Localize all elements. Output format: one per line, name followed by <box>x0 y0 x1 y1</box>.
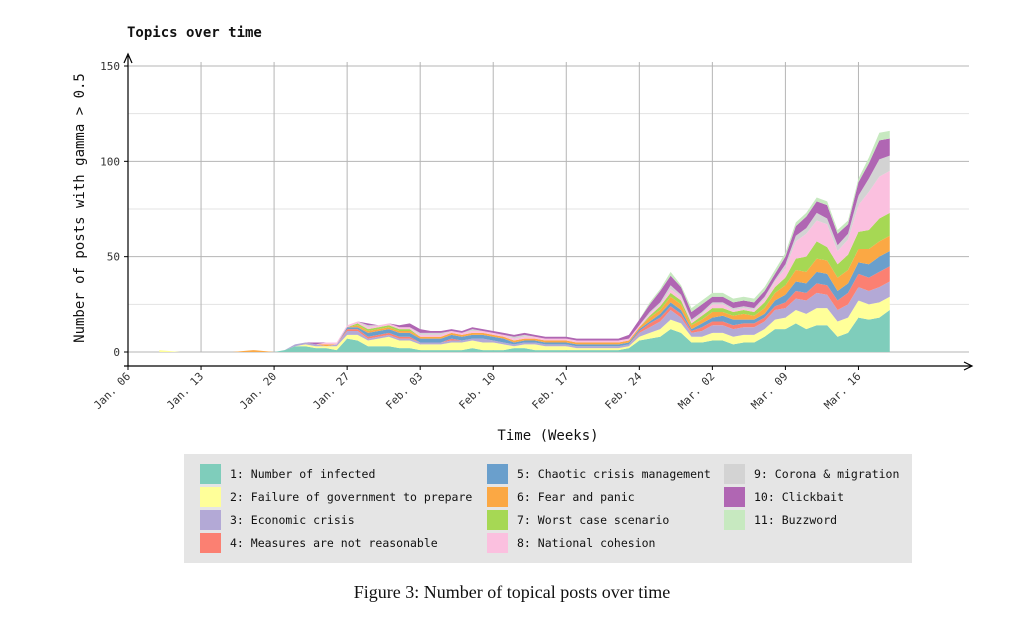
y-axis-arrow <box>123 52 133 64</box>
legend-label: 10: Clickbait <box>754 490 844 504</box>
legend-swatch <box>200 533 221 553</box>
legend-label: 8: National cohesion <box>517 536 655 550</box>
chart-title: Topics over time <box>127 25 262 41</box>
legend-background <box>184 454 912 563</box>
x-tick-label: Feb. 24 <box>602 370 644 412</box>
legend-swatch <box>200 510 221 530</box>
x-tick-label: Feb. 10 <box>456 370 498 412</box>
stacked-area-chart: 0 50 100 150 Jan. 06 Jan. 13 Jan. 20 Jan. 27 Feb… <box>72 25 974 563</box>
x-axis-label: Time (Weeks) <box>497 428 598 444</box>
legend-swatch <box>724 464 745 484</box>
legend-label: 9: Corona & migration <box>754 467 899 481</box>
legend-label: 7: Worst case scenario <box>517 513 669 527</box>
x-tick-label: Jan. 13 <box>164 370 206 412</box>
legend-swatch <box>487 533 508 553</box>
legend-item: 6: Fear and panic <box>487 487 635 507</box>
legend-swatch <box>487 464 508 484</box>
legend-swatch <box>724 487 745 507</box>
series-area-2 <box>159 296 890 352</box>
x-tick-label: Feb. 03 <box>383 370 425 412</box>
legend-label: 3: Economic crisis <box>230 513 355 527</box>
legend-item: 9: Corona & migration <box>724 464 899 484</box>
legend-swatch <box>487 510 508 530</box>
legend-label: 1: Number of infected <box>230 467 375 481</box>
x-tick-label: Jan. 27 <box>310 370 352 412</box>
legend-label: 5: Chaotic crisis management <box>517 467 711 481</box>
legend-item: 10: Clickbait <box>724 487 844 507</box>
figure-caption: Figure 3: Number of topical posts over t… <box>353 582 671 602</box>
x-tick-label: Mar. 09 <box>749 370 791 412</box>
series-areas <box>159 130 890 352</box>
legend-item: 8: National cohesion <box>487 533 655 553</box>
legend-item: 5: Chaotic crisis management <box>487 464 711 484</box>
legend-swatch <box>724 510 745 530</box>
legend-item: 2: Failure of government to prepare <box>200 487 472 507</box>
y-axis-label: Number of posts with gamma > 0.5 <box>72 73 88 343</box>
legend-item: 7: Worst case scenario <box>487 510 669 530</box>
y-tick-label: 150 <box>100 60 120 73</box>
y-tick-label: 100 <box>100 155 120 168</box>
legend-swatch <box>487 487 508 507</box>
x-tick-label: Jan. 06 <box>91 370 133 412</box>
legend-item: 11: Buzzword <box>724 510 837 530</box>
x-tick-label: Jan. 20 <box>237 370 279 412</box>
legend: 1: Number of infected 2: Failure of gover… <box>184 454 912 563</box>
legend-swatch <box>200 464 221 484</box>
legend-label: 2: Failure of government to prepare <box>230 490 472 504</box>
series-area-1 <box>159 310 890 352</box>
x-tick-label: Feb. 17 <box>529 370 571 412</box>
x-tick-label: Mar. 16 <box>822 370 864 412</box>
x-tick-label: Mar. 02 <box>676 370 718 412</box>
legend-item: 3: Economic crisis <box>200 510 355 530</box>
x-axis-arrow <box>963 361 974 371</box>
legend-label: 4: Measures are not reasonable <box>230 536 438 550</box>
series-area-3 <box>159 281 890 352</box>
legend-item: 1: Number of infected <box>200 464 375 484</box>
legend-label: 11: Buzzword <box>754 513 837 527</box>
legend-swatch <box>200 487 221 507</box>
legend-item: 4: Measures are not reasonable <box>200 533 438 553</box>
y-tick-label: 50 <box>107 251 120 264</box>
legend-label: 6: Fear and panic <box>517 490 635 504</box>
y-tick-label: 0 <box>113 346 120 359</box>
